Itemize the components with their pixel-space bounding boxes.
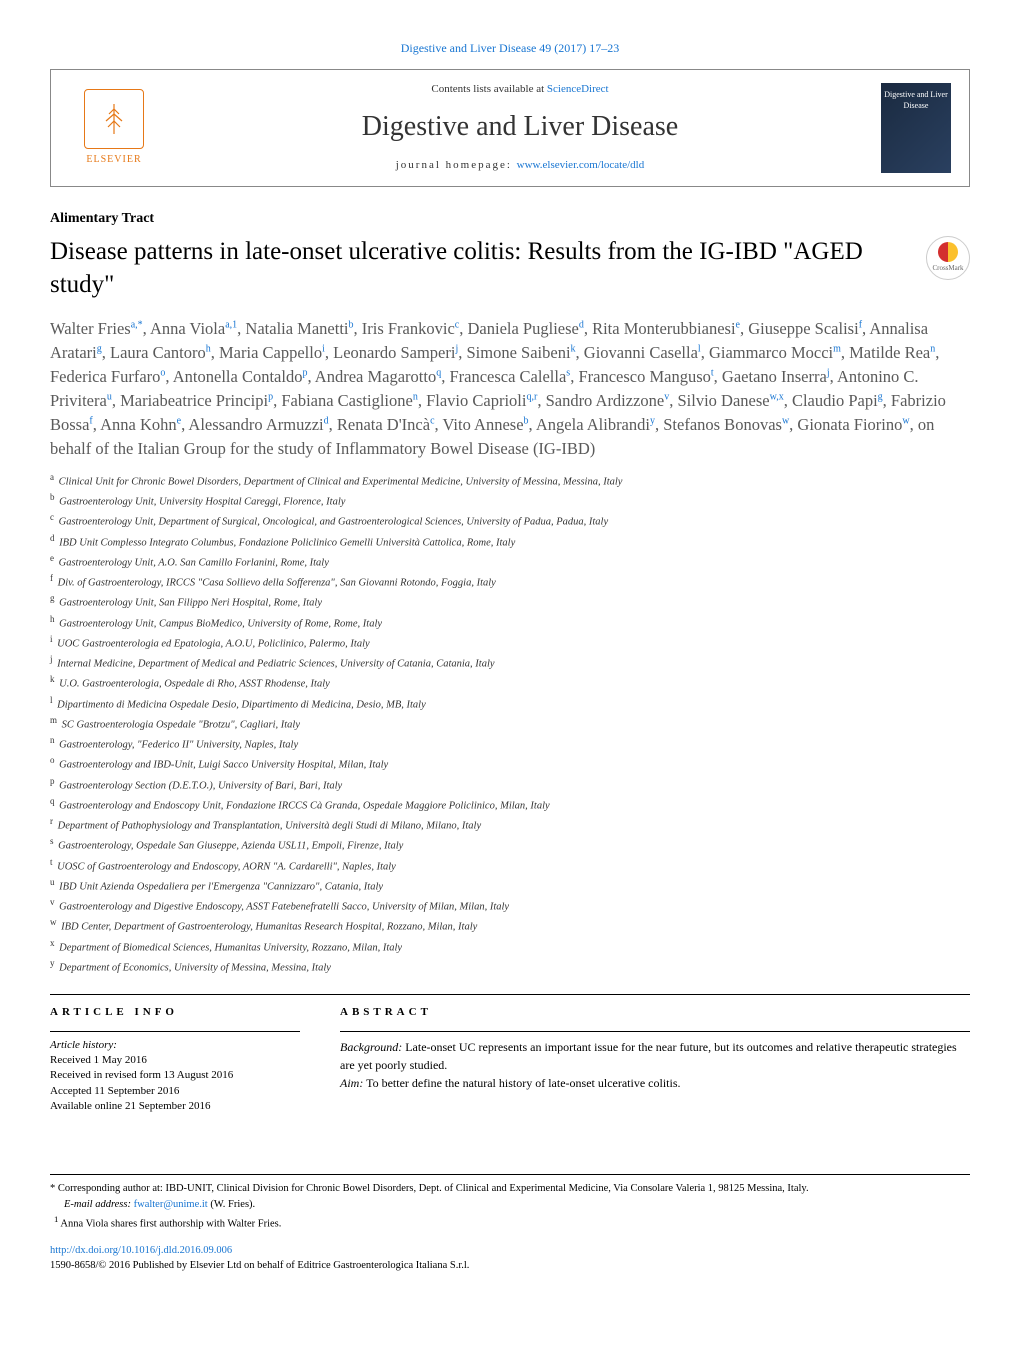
affiliation-item: b Gastroenterology Unit, University Hosp… [50, 491, 970, 510]
contents-line: Contents lists available at ScienceDirec… [159, 82, 881, 97]
affiliation-item: c Gastroenterology Unit, Department of S… [50, 511, 970, 530]
affiliation-item: s Gastroenterology, Ospedale San Giusepp… [50, 835, 970, 854]
history-item: Available online 21 September 2016 [50, 1099, 300, 1114]
sciencedirect-link[interactable]: ScienceDirect [547, 83, 609, 95]
doi-block: http://dx.doi.org/10.1016/j.dld.2016.09.… [50, 1244, 970, 1273]
history-label: Article history: [50, 1038, 300, 1053]
crossmark-label: CrossMark [932, 264, 963, 274]
copyright-line: 1590-8658/© 2016 Published by Elsevier L… [50, 1259, 970, 1274]
email-link[interactable]: fwalter@unime.it [134, 1199, 208, 1210]
affiliation-item: h Gastroenterology Unit, Campus BioMedic… [50, 613, 970, 632]
note1-text: Anna Viola shares first authorship with … [58, 1218, 281, 1229]
elsevier-logo[interactable]: ELSEVIER [69, 83, 159, 173]
abstract-block: ABSTRACT Background: Late-onset UC repre… [340, 1005, 970, 1114]
history-item: Received in revised form 13 August 2016 [50, 1068, 300, 1083]
divider-top [50, 994, 970, 995]
affiliation-item: p Gastroenterology Section (D.E.T.O.), U… [50, 775, 970, 794]
elsevier-label: ELSEVIER [86, 153, 141, 167]
affiliation-item: o Gastroenterology and IBD-Unit, Luigi S… [50, 754, 970, 773]
article-info-heading: ARTICLE INFO [50, 1005, 300, 1020]
affiliation-item: q Gastroenterology and Endoscopy Unit, F… [50, 795, 970, 814]
affiliation-item: f Div. of Gastroenterology, IRCCS "Casa … [50, 572, 970, 591]
abstract-aim-label: Aim: [340, 1076, 363, 1090]
affiliation-item: n Gastroenterology, "Federico II" Univer… [50, 734, 970, 753]
affiliation-item: l Dipartimento di Medicina Ospedale Desi… [50, 694, 970, 713]
article-title: Disease patterns in late-onset ulcerativ… [50, 236, 906, 301]
affiliation-item: u IBD Unit Azienda Ospedaliera per l'Eme… [50, 876, 970, 895]
homepage-prefix: journal homepage: [396, 159, 517, 171]
cover-label: Digestive and Liver Disease [881, 89, 951, 111]
email-label: E-mail address: [64, 1199, 134, 1210]
journal-name: Digestive and Liver Disease [159, 107, 881, 146]
affiliation-item: d IBD Unit Complesso Integrato Columbus,… [50, 532, 970, 551]
crossmark-badge[interactable]: CrossMark [926, 236, 970, 280]
article-section-label: Alimentary Tract [50, 209, 970, 229]
homepage-line: journal homepage: www.elsevier.com/locat… [159, 158, 881, 173]
affiliation-item: a Clinical Unit for Chronic Bowel Disord… [50, 471, 970, 490]
footnotes-block: * Corresponding author at: IBD-UNIT, Cli… [50, 1174, 970, 1232]
article-info-block: ARTICLE INFO Article history: Received 1… [50, 1005, 300, 1114]
affiliation-item: v Gastroenterology and Digestive Endosco… [50, 896, 970, 915]
authors-list: Walter Friesa,*, Anna Violaa,1, Natalia … [50, 317, 970, 461]
affiliation-item: g Gastroenterology Unit, San Filippo Ner… [50, 592, 970, 611]
history-item: Received 1 May 2016 [50, 1053, 300, 1068]
affiliation-item: w IBD Center, Department of Gastroentero… [50, 916, 970, 935]
affiliation-item: t UOSC of Gastroenterology and Endoscopy… [50, 856, 970, 875]
history-item: Accepted 11 September 2016 [50, 1084, 300, 1099]
journal-cover-thumbnail[interactable]: Digestive and Liver Disease [881, 83, 951, 173]
doi-link[interactable]: http://dx.doi.org/10.1016/j.dld.2016.09.… [50, 1245, 232, 1256]
affiliation-item: e Gastroenterology Unit, A.O. San Camill… [50, 552, 970, 571]
affiliation-item: x Department of Biomedical Sciences, Hum… [50, 937, 970, 956]
contents-prefix: Contents lists available at [431, 83, 546, 95]
affiliation-item: k U.O. Gastroenterologia, Ospedale di Rh… [50, 673, 970, 692]
affiliation-item: y Department of Economics, University of… [50, 957, 970, 976]
abstract-heading: ABSTRACT [340, 1005, 970, 1020]
abstract-rule [340, 1031, 970, 1032]
journal-header: ELSEVIER Contents lists available at Sci… [50, 69, 970, 187]
affiliations-list: a Clinical Unit for Chronic Bowel Disord… [50, 471, 970, 976]
affiliation-item: i UOC Gastroenterologia ed Epatologia, A… [50, 633, 970, 652]
homepage-link[interactable]: www.elsevier.com/locate/dld [517, 159, 645, 171]
corresponding-text: Corresponding author at: IBD-UNIT, Clini… [55, 1183, 808, 1194]
top-citation: Digestive and Liver Disease 49 (2017) 17… [50, 40, 970, 57]
crossmark-icon [938, 242, 958, 262]
affiliation-item: r Department of Pathophysiology and Tran… [50, 815, 970, 834]
email-attribution: (W. Fries). [208, 1199, 255, 1210]
elsevier-tree-icon [84, 89, 144, 149]
abstract-background-text: Late-onset UC represents an important is… [340, 1040, 957, 1072]
affiliation-item: j Internal Medicine, Department of Medic… [50, 653, 970, 672]
top-citation-link[interactable]: Digestive and Liver Disease 49 (2017) 17… [401, 41, 620, 55]
affiliation-item: m SC Gastroenterologia Ospedale "Brotzu"… [50, 714, 970, 733]
abstract-aim-text: To better define the natural history of … [363, 1076, 680, 1090]
info-rule [50, 1031, 300, 1032]
abstract-background-label: Background: [340, 1040, 402, 1054]
